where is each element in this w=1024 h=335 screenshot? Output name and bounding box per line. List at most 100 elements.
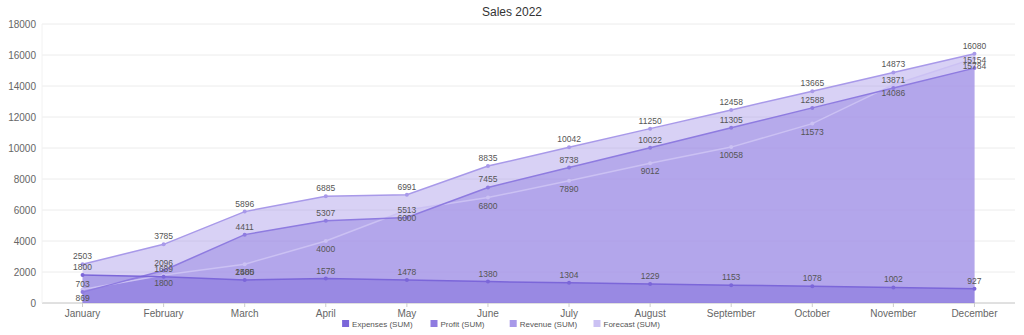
- y-tick-label: 8000: [14, 174, 37, 185]
- point: [243, 233, 247, 237]
- x-tick-label: March: [231, 308, 259, 319]
- data-label: 10042: [557, 134, 581, 144]
- point: [243, 278, 247, 282]
- x-tick-label: July: [560, 308, 578, 319]
- point: [972, 287, 976, 291]
- y-tick-label: 6000: [14, 205, 37, 216]
- legend-label: Profit (SUM): [441, 320, 485, 329]
- data-label: 2096: [154, 258, 173, 268]
- point: [810, 284, 814, 288]
- point: [486, 280, 490, 284]
- data-label: 8738: [560, 155, 579, 165]
- legend-label: Expenses (SUM): [352, 320, 413, 329]
- x-tick-label: December: [951, 308, 998, 319]
- x-tick-label: August: [635, 308, 666, 319]
- point: [567, 145, 571, 149]
- point: [243, 210, 247, 214]
- data-label: 703: [75, 279, 89, 289]
- area-fill: [83, 54, 975, 303]
- point: [810, 89, 814, 93]
- data-label: 2500: [235, 267, 254, 277]
- data-label: 4411: [236, 222, 255, 232]
- point: [405, 278, 409, 282]
- data-label: 6000: [397, 213, 416, 223]
- legend-swatch: [342, 320, 349, 327]
- x-tick: [487, 303, 488, 307]
- point: [81, 273, 85, 277]
- data-label: 6800: [478, 201, 497, 211]
- data-label: 4000: [316, 244, 335, 254]
- data-label: 1078: [803, 273, 822, 283]
- data-label: 869: [75, 293, 89, 303]
- series-line: [83, 54, 975, 264]
- data-label: 14873: [882, 59, 906, 69]
- data-label: 3785: [154, 231, 173, 241]
- x-tick-label: January: [65, 308, 101, 319]
- series-line: [83, 68, 975, 292]
- data-label: 7890: [560, 184, 579, 194]
- data-label: 10058: [719, 150, 743, 160]
- chart: Sales 2022020004000600080001000012000140…: [0, 0, 1024, 335]
- point: [405, 193, 409, 197]
- data-label: 8835: [478, 153, 497, 163]
- point: [891, 70, 895, 74]
- data-label: 13871: [882, 75, 906, 85]
- point: [486, 164, 490, 168]
- x-tick: [569, 303, 570, 307]
- x-tick-label: September: [707, 308, 757, 319]
- x-tick: [893, 303, 894, 307]
- x-tick: [406, 303, 407, 307]
- legend-swatch: [431, 320, 438, 327]
- grid-line: [42, 55, 1015, 56]
- data-label: 1380: [478, 269, 497, 279]
- point: [810, 106, 814, 110]
- point: [567, 281, 571, 285]
- point: [324, 239, 328, 243]
- point: [486, 185, 490, 189]
- point: [729, 283, 733, 287]
- point: [891, 285, 895, 289]
- x-tick-label: November: [870, 308, 917, 319]
- point: [567, 179, 571, 183]
- point: [648, 146, 652, 150]
- x-tick: [650, 303, 651, 307]
- data-label: 1478: [397, 267, 416, 277]
- x-tick-label: June: [477, 308, 499, 319]
- data-label: 15784: [963, 61, 987, 71]
- data-labels: 1800168914851578147813801304122911531078…: [73, 41, 986, 303]
- data-label: 14086: [882, 88, 906, 98]
- x-tick-label: April: [316, 308, 336, 319]
- x-tick: [325, 303, 326, 307]
- data-label: 11573: [801, 127, 824, 137]
- x-tick: [163, 303, 164, 307]
- x-tick: [812, 303, 813, 307]
- grid: [42, 24, 1015, 303]
- legend-label: Forecast (SUM): [604, 320, 661, 329]
- y-tick-label: 16000: [8, 50, 36, 61]
- y-tick-label: 12000: [8, 112, 36, 123]
- data-label: 5307: [316, 208, 335, 218]
- y-axis: [42, 24, 43, 303]
- point: [324, 277, 328, 281]
- data-label: 11250: [639, 116, 662, 126]
- legend-swatch: [510, 320, 517, 327]
- data-label: 5896: [235, 199, 254, 209]
- x-tick: [244, 303, 245, 307]
- data-label: 12458: [719, 97, 743, 107]
- point: [729, 145, 733, 149]
- data-label: 927: [967, 276, 981, 286]
- point: [648, 127, 652, 131]
- series-line: [83, 275, 975, 289]
- area-fill: [83, 58, 975, 303]
- series-line: [83, 58, 975, 289]
- y-tick-label: 14000: [8, 81, 36, 92]
- data-label: 16080: [963, 41, 987, 51]
- data-label: 6991: [397, 182, 416, 192]
- y-tick-label: 2000: [14, 267, 37, 278]
- data-label: 11305: [720, 115, 743, 125]
- x-tick-label: October: [795, 308, 831, 319]
- grid-line: [42, 24, 1015, 25]
- data-label: 1304: [560, 270, 579, 280]
- point: [486, 196, 490, 200]
- point: [324, 194, 328, 198]
